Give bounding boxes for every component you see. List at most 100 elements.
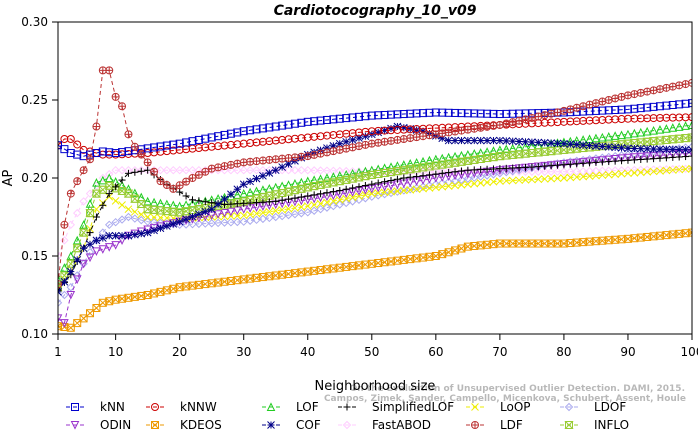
point-fastabod-3 — [66, 220, 76, 230]
point-simplifiedlof-79 — [554, 161, 562, 169]
point-kdeos-14 — [137, 291, 146, 300]
point-kdeos-63 — [451, 246, 460, 255]
point-simplifiedlof-78 — [547, 162, 555, 170]
point-kdeos-48 — [354, 261, 363, 270]
point-kdeos-12 — [124, 293, 133, 302]
point-knn-71 — [502, 109, 511, 118]
legend-label-inflo: INFLO — [594, 418, 629, 432]
point-knnw-29 — [233, 140, 242, 149]
point-kdeos-42 — [316, 266, 325, 275]
series-cof — [58, 122, 692, 296]
point-ldf-6 — [86, 155, 95, 164]
point-cof-85 — [592, 142, 600, 150]
point-lof-7 — [92, 178, 101, 187]
point-knn-25 — [207, 133, 216, 142]
point-ldof-38 — [290, 209, 300, 219]
x-tick-label-100: 100 — [681, 345, 698, 359]
point-ldof-32 — [252, 215, 261, 225]
point-loop-48 — [355, 192, 363, 200]
point-inflo-38 — [290, 186, 300, 195]
point-ldf-44 — [329, 147, 338, 156]
point-cof-46 — [342, 137, 351, 146]
point-lof-100 — [687, 120, 692, 129]
point-inflo-55 — [399, 166, 409, 175]
point-loop-86 — [598, 171, 607, 180]
point-simplifiedlof-99 — [682, 153, 690, 161]
point-inflo-69 — [488, 153, 499, 162]
point-knn-33 — [258, 124, 267, 133]
point-kdeos-58 — [419, 253, 428, 262]
point-knnw-40 — [303, 133, 312, 142]
point-cof-73 — [515, 137, 523, 146]
point-kdeos-64 — [457, 244, 466, 253]
point-ldf-59 — [425, 131, 434, 140]
point-simplifiedlof-43 — [323, 189, 331, 197]
point-knn-53 — [387, 110, 396, 119]
point-fastabod-93 — [642, 165, 652, 174]
point-knn-56 — [406, 109, 415, 118]
point-cof-57 — [412, 126, 421, 134]
point-simplifiedlof-92 — [637, 155, 645, 163]
point-knn-97 — [668, 100, 677, 109]
point-knn-48 — [354, 112, 363, 121]
point-ldf-85 — [591, 99, 600, 108]
point-kdeos-74 — [521, 239, 530, 248]
point-fastabod-42 — [316, 166, 325, 175]
point-ldof-9 — [105, 220, 114, 230]
point-cof-70 — [496, 136, 504, 145]
point-knn-47 — [348, 113, 357, 122]
point-simplifiedlof-14 — [137, 167, 145, 175]
point-cof-30 — [239, 180, 248, 189]
point-kdeos-87 — [604, 236, 613, 245]
point-ldf-14 — [137, 150, 146, 159]
point-simplifiedlof-1 — [58, 286, 62, 294]
point-simplifiedlof-81 — [566, 160, 574, 168]
point-odin-5 — [79, 259, 88, 269]
point-kdeos-6 — [86, 309, 95, 318]
legend-label-knnw: kNNW — [180, 400, 217, 414]
point-kdeos-60 — [431, 252, 440, 260]
point-fastabod-6 — [85, 189, 95, 198]
point-ldf-87 — [604, 96, 613, 104]
point-knn-44 — [329, 115, 338, 124]
point-cof-3 — [66, 267, 75, 276]
point-fastabod-17 — [156, 165, 165, 175]
point-knnw-34 — [265, 137, 274, 146]
point-cof-81 — [566, 140, 575, 149]
point-fastabod-99 — [681, 164, 690, 174]
point-knnw-24 — [201, 143, 210, 152]
point-odin-28 — [226, 207, 236, 217]
legend-label-simplifiedlof: SimplifiedLOF — [372, 400, 454, 414]
point-lof-39 — [297, 177, 306, 187]
point-loop-81 — [566, 173, 575, 182]
point-simplifiedlof-55 — [400, 174, 408, 182]
point-ldf-10 — [111, 92, 120, 101]
point-ldf-74 — [521, 115, 530, 124]
point-simplifiedlof-54 — [393, 175, 401, 183]
point-inflo-4 — [72, 244, 82, 253]
legend-label-lof: LOF — [296, 400, 319, 414]
point-simplifiedlof-7 — [92, 213, 100, 221]
point-kdeos-36 — [278, 270, 287, 279]
point-kdeos-83 — [579, 238, 588, 247]
point-knn-89 — [617, 105, 626, 114]
point-ldof-11 — [117, 215, 127, 224]
legend-item-loop: LoOP — [466, 400, 531, 414]
point-cof-14 — [137, 229, 146, 238]
point-inflo-19 — [168, 207, 178, 216]
point-cof-78 — [547, 139, 555, 147]
point-kdeos-93 — [643, 232, 652, 241]
point-simplifiedlof-83 — [579, 159, 587, 167]
point-ldof-94 — [649, 147, 658, 156]
point-fastabod-5 — [79, 197, 88, 206]
point-lof-91 — [630, 128, 639, 138]
point-ldof-36 — [277, 211, 287, 221]
point-kdeos-79 — [553, 239, 562, 248]
point-ldof-37 — [284, 210, 293, 220]
point-simplifiedlof-64 — [457, 167, 465, 175]
point-knn-12 — [124, 147, 133, 156]
point-ldf-79 — [553, 108, 562, 117]
point-loop-34 — [265, 207, 274, 216]
point-simplifiedlof-31 — [246, 199, 254, 207]
point-simplifiedlof-77 — [541, 162, 549, 170]
